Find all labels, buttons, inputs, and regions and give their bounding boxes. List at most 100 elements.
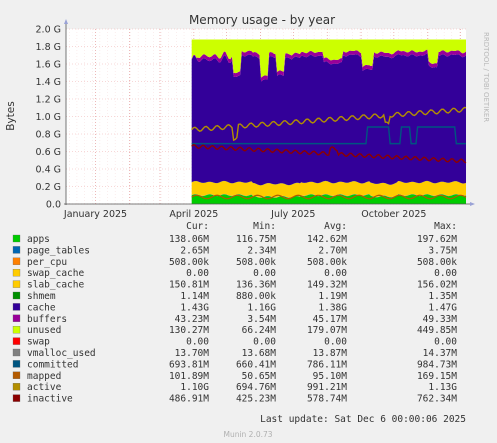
x-tick-label: July 2025 xyxy=(270,209,315,220)
legend-swatch xyxy=(12,280,21,288)
x-tick-label: January 2025 xyxy=(63,209,127,220)
legend-swatch xyxy=(12,337,21,345)
y-tick-label: 0.4 G xyxy=(36,165,62,176)
y-tick-label: 1.8 G xyxy=(36,42,62,53)
area-per-cpu xyxy=(191,194,467,198)
axes xyxy=(64,19,475,206)
legend-value: 197.62M xyxy=(417,234,457,245)
legend-value: 50.65M xyxy=(242,371,277,382)
y-tick-label: 1.0 G xyxy=(36,112,62,123)
y-tick-label: 1.6 G xyxy=(36,60,62,71)
y-tick-label: 2.0 G xyxy=(36,25,62,36)
legend-value: 156.02M xyxy=(417,280,457,291)
legend-value: 130.27M xyxy=(169,325,209,336)
x-tick-label: October 2025 xyxy=(361,209,426,220)
legend-value: 1.43G xyxy=(180,302,209,313)
legend-value: 169.15M xyxy=(417,371,457,382)
y-tick-label: 0.0 xyxy=(46,200,61,211)
legend-value: 45.17M xyxy=(313,314,348,325)
legend-swatch xyxy=(12,269,21,277)
legend-value: 2.34M xyxy=(247,245,276,256)
legend-value: 66.24M xyxy=(242,325,277,336)
legend-value: 1.13G xyxy=(428,382,457,393)
legend-value: 49.33M xyxy=(423,314,458,325)
legend-value: 179.07M xyxy=(307,325,347,336)
legend-name: apps xyxy=(27,234,50,245)
legend-name: page_tables xyxy=(27,245,90,256)
legend-value: 0.00 xyxy=(434,268,457,279)
legend-name: vmalloc_used xyxy=(27,348,96,359)
legend-value: 1.47G xyxy=(428,302,457,313)
legend-value: 486.91M xyxy=(169,394,209,405)
legend-value: 0.00 xyxy=(186,337,209,348)
legend-value: 880.00k xyxy=(236,291,276,302)
legend-value: 142.62M xyxy=(307,234,347,245)
rrdtool-credit: RRDTOOL / TOBI OETIKER xyxy=(482,32,490,122)
legend-swatch xyxy=(12,371,21,379)
legend-value: 136.36M xyxy=(236,280,276,291)
legend-value: 508.00k xyxy=(236,257,276,268)
legend-name: inactive xyxy=(27,394,73,405)
legend-column-header: Cur: xyxy=(186,221,209,232)
area-buffers xyxy=(191,49,467,82)
area-slab-cache xyxy=(191,180,467,198)
legend-name: swap_cache xyxy=(27,268,84,279)
legend-value: 762.34M xyxy=(417,394,457,405)
legend-name: committed xyxy=(27,359,78,370)
legend-value: 0.00 xyxy=(253,337,276,348)
y-axis-arrow xyxy=(64,19,68,24)
legend-value: 786.11M xyxy=(307,359,347,370)
legend-name: shmem xyxy=(27,291,56,302)
legend-value: 0.00 xyxy=(253,268,276,279)
legend-name: buffers xyxy=(27,314,67,325)
legend-swatch xyxy=(12,326,21,334)
legend-swatch xyxy=(12,314,21,322)
line-active xyxy=(191,106,467,142)
legend-value: 1.35M xyxy=(428,291,457,302)
legend-name: slab_cache xyxy=(27,280,84,291)
legend-value: 508.00k xyxy=(169,257,209,268)
legend-swatch xyxy=(12,348,21,357)
legend-value: 13.70M xyxy=(175,348,210,359)
legend-value: 425.23M xyxy=(236,394,276,405)
legend-swatch xyxy=(12,291,21,300)
y-tick-label: 1.2 G xyxy=(36,95,62,106)
legend-value: 1.19M xyxy=(318,291,347,302)
line-series xyxy=(191,106,467,200)
legend-value: 0.00 xyxy=(324,268,347,279)
y-axis-label: Bytes xyxy=(5,101,17,130)
line-mapped xyxy=(191,194,467,200)
legend-value: 138.06M xyxy=(169,234,209,245)
munin-version: Munin 2.0.73 xyxy=(223,430,272,439)
line-inactive xyxy=(191,144,467,164)
y-tick-label: 0.2 G xyxy=(36,182,62,193)
area-cache xyxy=(191,53,467,186)
legend-value: 0.00 xyxy=(434,337,457,348)
legend-value: 2.70M xyxy=(318,245,347,256)
legend-swatch xyxy=(12,303,21,311)
legend-value: 984.73M xyxy=(417,359,457,370)
legend-value: 150.81M xyxy=(169,280,209,291)
legend-name: swap xyxy=(27,337,50,348)
legend-value: 3.75M xyxy=(428,245,457,256)
legend-value: 13.87M xyxy=(313,348,348,359)
legend-value: 693.81M xyxy=(169,359,209,370)
legend-column-header: Min: xyxy=(253,221,276,232)
legend-value: 95.10M xyxy=(313,371,348,382)
legend-name: mapped xyxy=(27,371,61,382)
y-tick-label: 0.8 G xyxy=(36,130,62,141)
legend-value: 694.76M xyxy=(236,382,276,393)
legend-value: 991.21M xyxy=(307,382,347,393)
legend-value: 13.68M xyxy=(242,348,277,359)
y-tick-label: 1.4 G xyxy=(36,77,62,88)
legend-value: 101.89M xyxy=(169,371,209,382)
legend-value: 578.74M xyxy=(307,394,347,405)
legend-name: cache xyxy=(27,302,56,313)
last-update: Last update: Sat Dec 6 00:00:06 2025 xyxy=(260,414,466,425)
legend-name: active xyxy=(27,382,62,393)
legend-value: 0.00 xyxy=(186,268,209,279)
legend-value: 508.00k xyxy=(307,257,347,268)
legend-value: 43.23M xyxy=(175,314,210,325)
